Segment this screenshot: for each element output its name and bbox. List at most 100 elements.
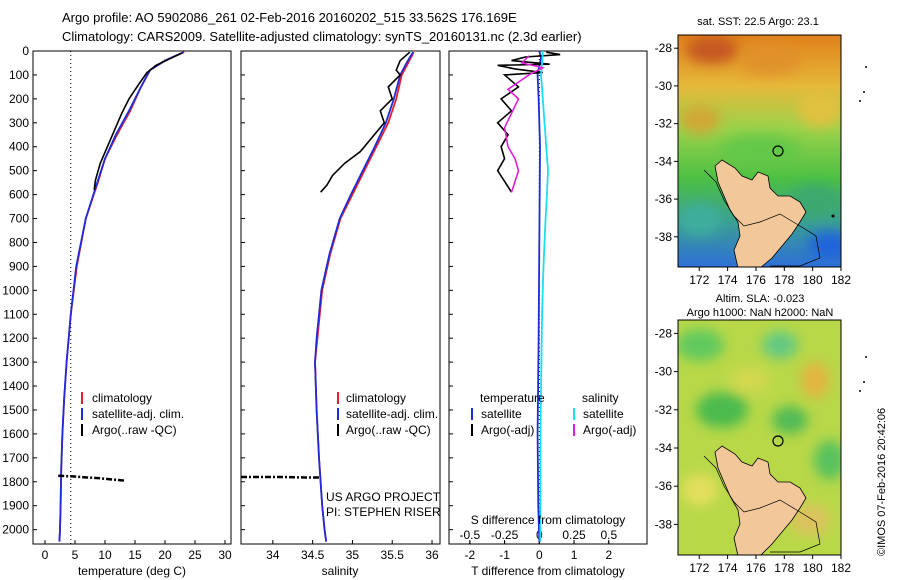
y-tick-label: 500 — [9, 164, 29, 178]
temperature-legend: climatology satellite-adj. clim. Argo(..… — [81, 391, 184, 437]
series-line — [93, 52, 183, 190]
y-tick-label: 1500 — [2, 403, 29, 417]
map-y-tick-label: -34 — [655, 441, 673, 455]
map-y-tick-label: -30 — [655, 79, 673, 93]
map-y-tick-label: -34 — [655, 154, 673, 168]
difference-top-label: S difference from climatology — [471, 513, 626, 527]
sla-map — [678, 320, 841, 555]
x-tick-label: 10 — [98, 548, 112, 562]
map-x-tick-label: 176 — [746, 561, 766, 575]
difference-legend: temperature salinity satellite Argo(-adj… — [471, 391, 636, 437]
sst-map-title: sat. SST: 22.5 Argo: 23.1 — [697, 16, 819, 28]
x-tick-label: 34 — [266, 548, 280, 562]
map-y-tick-label: -36 — [655, 479, 673, 493]
climatology-subtitle: Climatology: CARS2009. Satellite-adjuste… — [62, 29, 582, 44]
profile-title: Argo profile: AO 5902086_261 02-Feb-2016… — [62, 10, 517, 25]
series-line — [314, 51, 415, 542]
x-tick-label: 20 — [158, 548, 172, 562]
temperature-panel: 0 5 10 15 20 25 300100200300400500600700800900… — [2, 44, 232, 562]
x-tick-label: 2 — [605, 548, 612, 562]
series-line-deep — [58, 474, 125, 482]
map-x-tick-label: 174 — [718, 273, 738, 287]
y-tick-label: 1000 — [2, 283, 29, 297]
sla-islands — [859, 356, 867, 392]
series-line — [58, 51, 184, 542]
map-y-tick-label: -38 — [655, 230, 673, 244]
x-tick-label: 36 — [425, 548, 439, 562]
sla-argo-marker — [772, 435, 784, 447]
y-tick-label: 1700 — [2, 451, 29, 465]
y-tick-label: 1900 — [2, 499, 29, 513]
legend-label-satellite: satellite-adj. clim. — [346, 407, 438, 421]
series-line — [314, 51, 414, 542]
sst-islands — [831, 66, 867, 218]
sla-map-subtitle: Argo h1000: NaN h2000: NaN — [687, 307, 834, 319]
x-tick-label: 25 — [188, 548, 202, 562]
map-y-tick-label: -32 — [655, 117, 673, 131]
salinity-panel-frame — [240, 50, 441, 545]
x-tick-label: 34.5 — [301, 548, 325, 562]
x-tick-label: 35 — [346, 548, 360, 562]
map-y-tick-label: -36 — [655, 192, 673, 206]
map-x-tick-label: 178 — [774, 561, 794, 575]
map-x-tick-label: 180 — [803, 273, 823, 287]
y-tick-label: 600 — [9, 188, 29, 202]
y-tick-label: 1800 — [2, 475, 29, 489]
x-tick-label: -2 — [465, 548, 476, 562]
x-tick-label: 15 — [128, 548, 142, 562]
x-top-tick-label: -0.25 — [491, 528, 519, 542]
legend-label-t-argo: Argo(-adj) — [481, 423, 534, 437]
x-tick-label: 35.5 — [381, 548, 405, 562]
difference-panel-frame — [448, 50, 648, 545]
y-tick-label: 200 — [9, 92, 29, 106]
legend-title-salinity: salinity — [582, 391, 619, 405]
map-x-tick-label: 176 — [746, 273, 766, 287]
legend-label-s-argo: Argo(-adj) — [583, 423, 636, 437]
legend-label-t-satellite: satellite — [481, 407, 522, 421]
map-y-tick-label: -30 — [655, 365, 673, 379]
map-y-tick-label: -28 — [655, 41, 673, 55]
sla-map-title: Altim. SLA: -0.023 — [716, 293, 805, 305]
x-tick-label: 30 — [218, 548, 232, 562]
temperature-xlabel: temperature (deg C) — [78, 564, 186, 578]
legend-label-climatology: climatology — [346, 391, 406, 405]
x-tick-label: -1 — [499, 548, 510, 562]
sla-contour — [703, 455, 821, 553]
sst-map-frame — [677, 34, 842, 268]
legend-label-argo: Argo(..raw -QC) — [346, 423, 431, 437]
x-top-tick-label: -0.5 — [459, 528, 480, 542]
series-line — [496, 51, 561, 193]
x-tick-label: 0 — [536, 548, 543, 562]
y-tick-label: 1200 — [2, 331, 29, 345]
legend-title-temperature: temperature — [480, 391, 545, 405]
map-x-tick-label: 182 — [831, 561, 851, 575]
y-tick-label: 900 — [9, 259, 29, 273]
map-x-tick-label: 182 — [831, 273, 851, 287]
y-tick-label: 2000 — [2, 523, 29, 537]
north-island-land — [714, 159, 807, 267]
legend-label-s-satellite: satellite — [583, 407, 624, 421]
series-line — [539, 50, 549, 542]
x-tick-label: 1 — [571, 548, 578, 562]
legend-label-satellite: satellite-adj. clim. — [92, 407, 184, 421]
series-line — [503, 55, 546, 193]
y-tick-label: 1400 — [2, 379, 29, 393]
map-x-tick-label: 172 — [689, 273, 709, 287]
y-tick-label: 1300 — [2, 355, 29, 369]
x-tick-label: 5 — [72, 548, 79, 562]
north-island-land — [714, 445, 807, 555]
difference-xlabel: T difference from climatology — [471, 564, 625, 578]
legend-label-climatology: climatology — [92, 391, 152, 405]
y-tick-label: 700 — [9, 212, 29, 226]
y-tick-label: 1100 — [3, 307, 29, 321]
map-axes: 172 174 176 178 180 182 -28 -30 -32 -34 -36 -38 172 1… — [655, 41, 852, 575]
temperature-panel-frame — [32, 50, 232, 545]
salinity-xlabel: salinity — [322, 564, 359, 578]
salinity-legend: climatology satellite-adj. clim. Argo(..… — [326, 391, 441, 519]
map-y-tick-label: -38 — [655, 517, 673, 531]
sst-map — [678, 35, 841, 267]
project-label: US ARGO PROJECT — [326, 490, 441, 504]
y-tick-label: 0 — [22, 44, 29, 58]
map-x-tick-label: 172 — [689, 561, 709, 575]
